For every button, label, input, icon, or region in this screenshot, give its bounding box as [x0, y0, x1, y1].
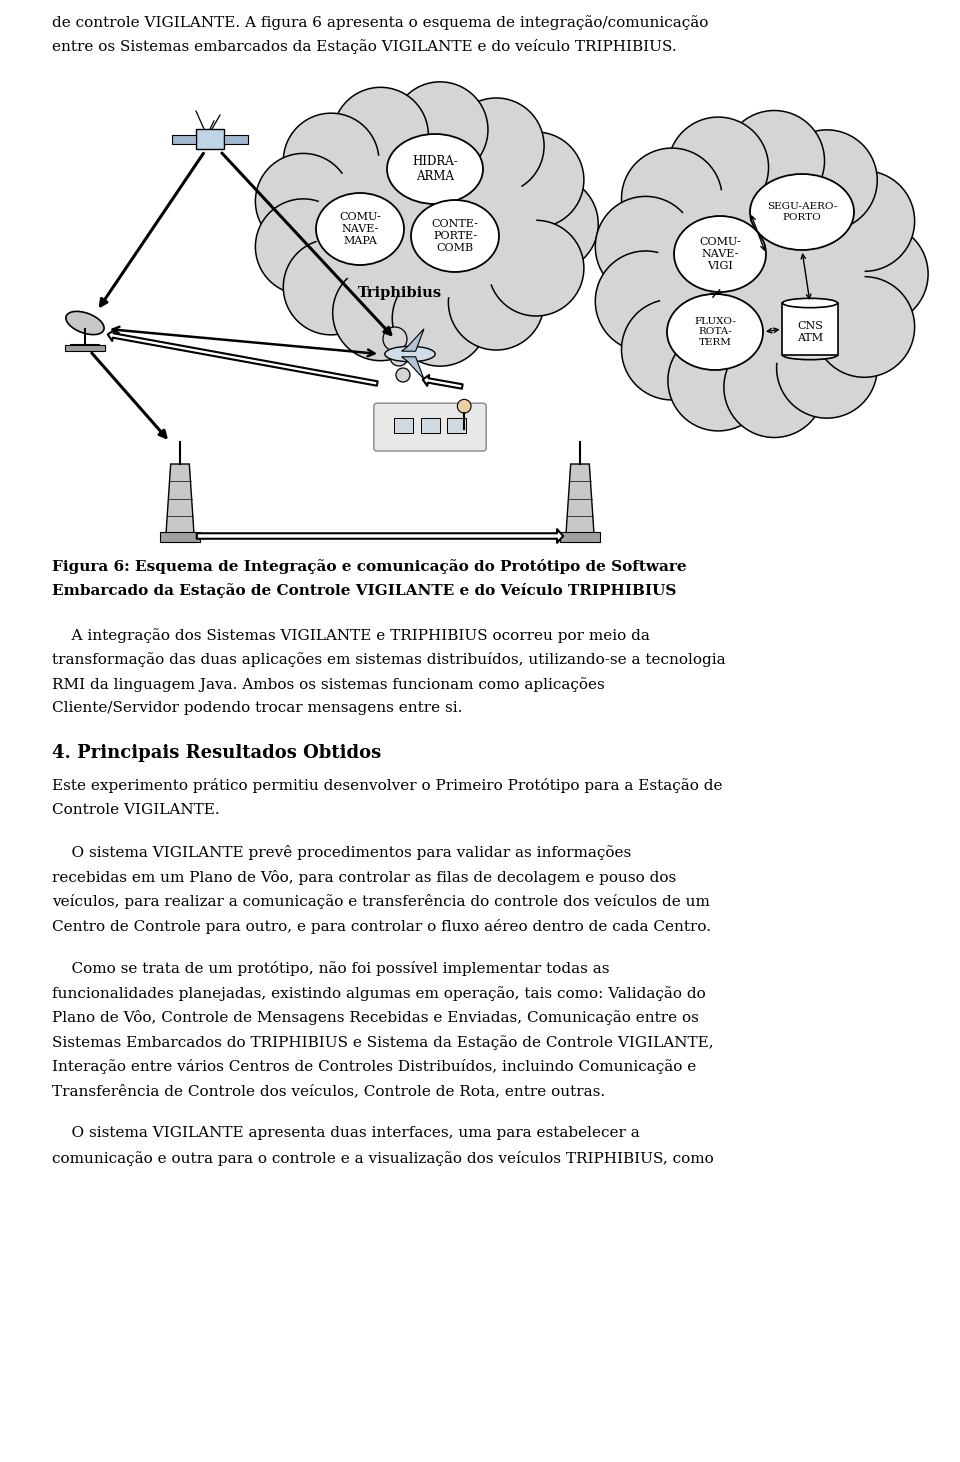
Text: recebidas em um Plano de Vôo, para controlar as filas de decolagem e pouso dos: recebidas em um Plano de Vôo, para contr…	[52, 870, 676, 885]
Circle shape	[393, 270, 488, 366]
Circle shape	[502, 175, 598, 272]
Text: CONTE-
PORTE-
COMB: CONTE- PORTE- COMB	[432, 219, 478, 253]
Polygon shape	[401, 329, 424, 351]
Ellipse shape	[674, 216, 766, 292]
Text: 4. Principais Resultados Obtidos: 4. Principais Resultados Obtidos	[52, 744, 381, 762]
Text: Cliente/Servidor podendo trocar mensagens entre si.: Cliente/Servidor podendo trocar mensagen…	[52, 702, 463, 715]
Circle shape	[828, 224, 928, 325]
Ellipse shape	[314, 149, 537, 300]
Circle shape	[595, 196, 696, 297]
Bar	[172, 135, 196, 143]
Circle shape	[724, 111, 825, 211]
Text: CNS
ATM: CNS ATM	[797, 322, 823, 342]
Text: A integração dos Sistemas VIGILANTE e TRIPHIBIUS ocorreu por meio da: A integração dos Sistemas VIGILANTE e TR…	[52, 629, 650, 643]
Ellipse shape	[316, 193, 404, 265]
Circle shape	[621, 300, 722, 401]
Circle shape	[777, 317, 877, 418]
Circle shape	[333, 88, 428, 183]
Circle shape	[448, 254, 544, 349]
Text: comunicação e outra para o controle e a visualização dos veículos TRIPHIBIUS, co: comunicação e outra para o controle e a …	[52, 1151, 713, 1165]
Polygon shape	[401, 357, 424, 379]
Bar	[447, 418, 467, 433]
Circle shape	[595, 251, 696, 351]
Ellipse shape	[66, 311, 104, 335]
Bar	[420, 418, 440, 433]
Text: Interação entre vários Centros de Controles Distribuídos, incluindo Comunicação : Interação entre vários Centros de Contro…	[52, 1060, 696, 1075]
Text: Como se trata de um protótipo, não foi possível implementar todas as: Como se trata de um protótipo, não foi p…	[52, 962, 610, 977]
Circle shape	[668, 117, 769, 218]
Text: O sistema VIGILANTE prevê procedimentos para validar as informações: O sistema VIGILANTE prevê procedimentos …	[52, 845, 632, 860]
Circle shape	[283, 113, 379, 209]
Text: transformação das duas aplicações em sistemas distribuídos, utilizando-se a tecn: transformação das duas aplicações em sis…	[52, 652, 726, 668]
Circle shape	[621, 148, 722, 249]
Ellipse shape	[656, 184, 865, 364]
Text: COMU-
NAVE-
MAPA: COMU- NAVE- MAPA	[339, 212, 381, 246]
Circle shape	[457, 399, 471, 414]
Ellipse shape	[411, 200, 499, 272]
Circle shape	[724, 336, 825, 437]
Circle shape	[383, 327, 407, 351]
Text: Centro de Controle para outro, e para controlar o fluxo aéreo dentro de cada Cen: Centro de Controle para outro, e para co…	[52, 918, 711, 934]
Text: Embarcado da Estação de Controle VIGILANTE e do Veículo TRIPHIBIUS: Embarcado da Estação de Controle VIGILAN…	[52, 583, 677, 598]
Circle shape	[814, 171, 915, 272]
FancyBboxPatch shape	[373, 404, 486, 450]
Ellipse shape	[782, 298, 837, 307]
Text: de controle VIGILANTE. A figura 6 apresenta o esquema de integração/comunicação: de controle VIGILANTE. A figura 6 aprese…	[52, 15, 708, 29]
Bar	[394, 418, 413, 433]
Bar	[65, 345, 105, 351]
Circle shape	[255, 154, 351, 249]
Circle shape	[448, 98, 544, 193]
Circle shape	[668, 330, 769, 431]
Text: COMU-
NAVE-
VIGI: COMU- NAVE- VIGI	[699, 237, 741, 270]
Text: FLUXO-
ROTA-
TERM: FLUXO- ROTA- TERM	[694, 317, 736, 346]
Ellipse shape	[750, 174, 854, 250]
Circle shape	[489, 221, 584, 316]
Text: Sistemas Embarcados do TRIPHIBIUS e Sistema da Estação de Controle VIGILANTE,: Sistemas Embarcados do TRIPHIBIUS e Sist…	[52, 1035, 713, 1050]
Text: entre os Sistemas embarcados da Estação VIGILANTE e do veículo TRIPHIBIUS.: entre os Sistemas embarcados da Estação …	[52, 39, 677, 54]
Text: SEGU-AERO-
PORTO: SEGU-AERO- PORTO	[767, 202, 837, 222]
Polygon shape	[566, 463, 594, 534]
Text: funcionalidades planejadas, existindo algumas em operação, tais como: Validação : funcionalidades planejadas, existindo al…	[52, 985, 706, 1000]
Circle shape	[777, 130, 877, 231]
Text: Controle VIGILANTE.: Controle VIGILANTE.	[52, 803, 220, 817]
Circle shape	[283, 240, 379, 335]
Circle shape	[396, 368, 410, 382]
Text: Plano de Vôo, Controle de Mensagens Recebidas e Enviadas, Comunicação entre os: Plano de Vôo, Controle de Mensagens Rece…	[52, 1010, 699, 1025]
Circle shape	[333, 265, 428, 361]
Bar	[196, 129, 224, 149]
Circle shape	[255, 199, 351, 294]
Circle shape	[393, 82, 488, 177]
Text: Triphibius: Triphibius	[358, 287, 442, 300]
Bar	[560, 532, 600, 542]
Bar	[224, 135, 248, 143]
Circle shape	[489, 132, 584, 228]
Text: Transferência de Controle dos veículos, Controle de Rota, entre outras.: Transferência de Controle dos veículos, …	[52, 1083, 605, 1098]
Ellipse shape	[667, 294, 763, 370]
Ellipse shape	[782, 351, 837, 360]
Text: Este experimento prático permitiu desenvolver o Primeiro Protótipo para a Estaçã: Este experimento prático permitiu desenv…	[52, 778, 723, 794]
Ellipse shape	[387, 135, 483, 205]
Circle shape	[814, 276, 915, 377]
Text: HIDRA-
ARMA: HIDRA- ARMA	[412, 155, 458, 183]
Text: RMI da linguagem Java. Ambos os sistemas funcionam como aplicações: RMI da linguagem Java. Ambos os sistemas…	[52, 677, 605, 692]
Circle shape	[390, 348, 408, 366]
Text: O sistema VIGILANTE apresenta duas interfaces, uma para estabelecer a: O sistema VIGILANTE apresenta duas inter…	[52, 1126, 639, 1140]
Polygon shape	[166, 463, 194, 534]
Text: Figura 6: Esquema de Integração e comunicação do Protótipo de Software: Figura 6: Esquema de Integração e comuni…	[52, 558, 686, 575]
Ellipse shape	[385, 346, 435, 361]
Text: veículos, para realizar a comunicação e transferência do controle dos veículos d: veículos, para realizar a comunicação e …	[52, 895, 709, 909]
Bar	[782, 303, 837, 355]
Bar	[160, 532, 200, 542]
